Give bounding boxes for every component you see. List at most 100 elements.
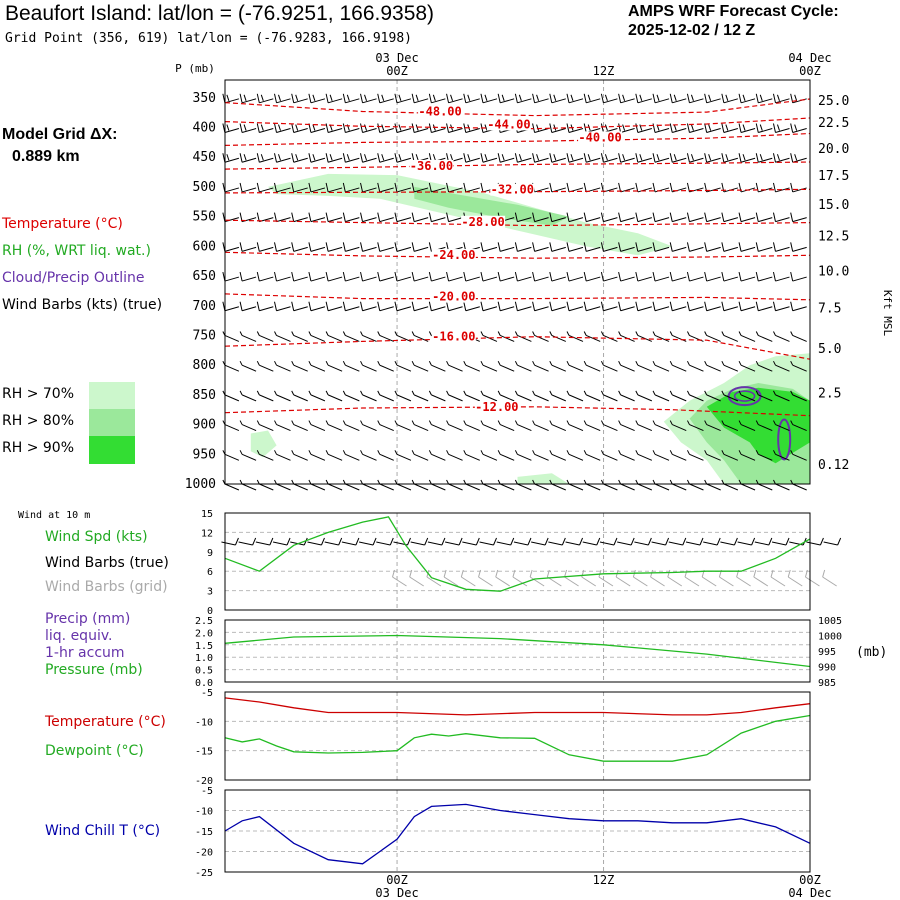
wind-barb-feather: [635, 242, 639, 252]
wind-barb: [362, 276, 377, 282]
wind-barb: [482, 98, 498, 104]
wind-barb-true-feather: [441, 537, 446, 546]
wind-barb-feather: [446, 479, 450, 485]
wind-barb-feather: [256, 450, 260, 455]
wind-barb-feather: [604, 94, 608, 101]
wind-barb-feather: [428, 479, 432, 485]
panel-tick-label: 9: [207, 548, 213, 559]
panel-tick-label: -5: [201, 786, 213, 797]
wind-barb: [293, 157, 308, 163]
wind-barb-feather: [686, 331, 690, 336]
wind-barb-feather: [295, 94, 299, 101]
wind-barb: [775, 128, 790, 134]
wind-barb-feather: [738, 420, 742, 425]
wind-barb-feather: [583, 390, 587, 396]
wind-barb-feather: [377, 271, 381, 282]
wind-barb-feather: [652, 479, 656, 485]
wind-barb-feather: [274, 479, 277, 485]
wind-barb: [379, 128, 394, 134]
wind-barb: [276, 276, 291, 282]
wind-barb-feather: [428, 182, 432, 193]
wind-barb-feather: [669, 450, 673, 455]
wind-barb-feather: [394, 182, 398, 193]
wind-barb-feather: [274, 242, 277, 252]
wind-barb: [740, 483, 756, 491]
wind-barb: [362, 394, 377, 402]
wind-barb: [224, 128, 240, 134]
wind-barb: [499, 483, 515, 491]
pressure-tick-label: 350: [193, 91, 216, 106]
wind-barb-feather: [549, 331, 553, 336]
rh-swatch-70: [89, 382, 135, 409]
wind-barb-feather: [514, 390, 518, 396]
wind-barb: [775, 335, 790, 342]
wind-barb-feather: [566, 242, 570, 252]
wind-barb: [396, 157, 412, 163]
wind-barb-feather: [463, 153, 467, 163]
wind-barb: [792, 483, 807, 491]
wind-barb: [620, 483, 635, 491]
wind-barb: [672, 424, 687, 432]
wind-barb-feather: [583, 182, 587, 193]
wind-barb-grid-feather: [822, 569, 826, 578]
wind-barb-feather: [773, 450, 776, 455]
wind-barb-feather: [360, 93, 364, 103]
wind-barb-feather: [312, 154, 316, 161]
wind-barb: [448, 394, 463, 402]
wind-barb-feather: [346, 94, 350, 101]
wind-barb-true: [445, 541, 460, 546]
wind-barb-feather: [618, 390, 622, 396]
wind-barb: [706, 157, 721, 163]
panel-bg: [225, 692, 810, 780]
wind-barb: [775, 246, 790, 252]
wind-barb: [534, 98, 549, 104]
wind-barb-feather: [360, 242, 364, 252]
wind-barb-grid-feather: [460, 569, 464, 578]
wind-barb-feather: [428, 123, 432, 133]
wind-barb-feather: [480, 420, 484, 425]
wind-barb-feather: [635, 212, 639, 222]
wind-barb: [740, 394, 756, 402]
wind-barb-feather: [738, 212, 742, 222]
wind-barb: [603, 394, 618, 402]
wind-barb-feather: [398, 154, 402, 161]
wind-barb: [775, 364, 790, 372]
wind-barb: [672, 157, 687, 163]
wind-barb: [327, 394, 343, 402]
wind-barb: [379, 187, 394, 193]
wind-barb-feather: [463, 479, 467, 485]
pressure-tick-label: 950: [193, 447, 216, 462]
wind-barb-feather: [239, 301, 243, 311]
wind-barb: [792, 424, 807, 432]
wind-barb-feather: [690, 124, 694, 131]
kft-tick-label: 20.0: [818, 142, 849, 157]
wind-barb: [637, 246, 652, 252]
wind-barb-feather: [532, 212, 536, 222]
wind-barb-grid: [667, 576, 683, 587]
wind-barb-feather: [480, 390, 484, 396]
wind-barb-feather: [600, 153, 604, 163]
wind-barb-feather: [755, 123, 759, 133]
wind-barb-feather: [497, 360, 501, 366]
wind-barb: [534, 157, 549, 163]
wind-barb-feather: [600, 271, 604, 282]
bottom-date-label: 04 Dec: [788, 886, 831, 900]
wind-barb-feather: [618, 420, 622, 425]
wind-barb-true-feather: [837, 537, 842, 546]
wind-barb-feather: [755, 153, 759, 163]
wind-barb: [568, 453, 584, 461]
wind-barb-feather: [411, 212, 415, 222]
wind-barb-true-feather: [234, 537, 239, 546]
dewpoint-line: [224, 714, 811, 762]
wind-barb-feather: [549, 271, 553, 282]
wind-barb: [293, 98, 308, 104]
wind-barb-feather: [600, 93, 604, 103]
wind-barb-feather: [342, 331, 346, 336]
top-time-label: 00Z: [386, 64, 408, 78]
wind-barb: [327, 98, 343, 104]
wind-barb: [259, 306, 274, 312]
wind-barb-true: [754, 541, 769, 546]
wind-barb: [259, 187, 274, 193]
wind-barb-grid: [581, 576, 597, 587]
wind-barb-feather: [583, 123, 587, 133]
